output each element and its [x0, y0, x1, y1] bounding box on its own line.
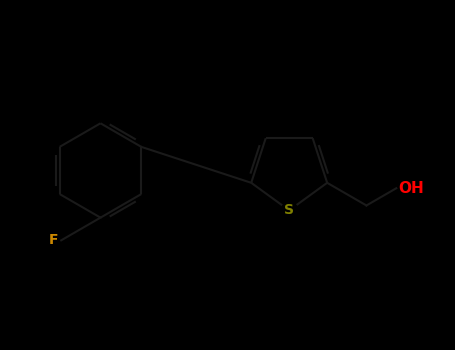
Text: F: F [49, 233, 59, 247]
Text: OH: OH [398, 181, 424, 196]
Text: S: S [284, 203, 294, 217]
